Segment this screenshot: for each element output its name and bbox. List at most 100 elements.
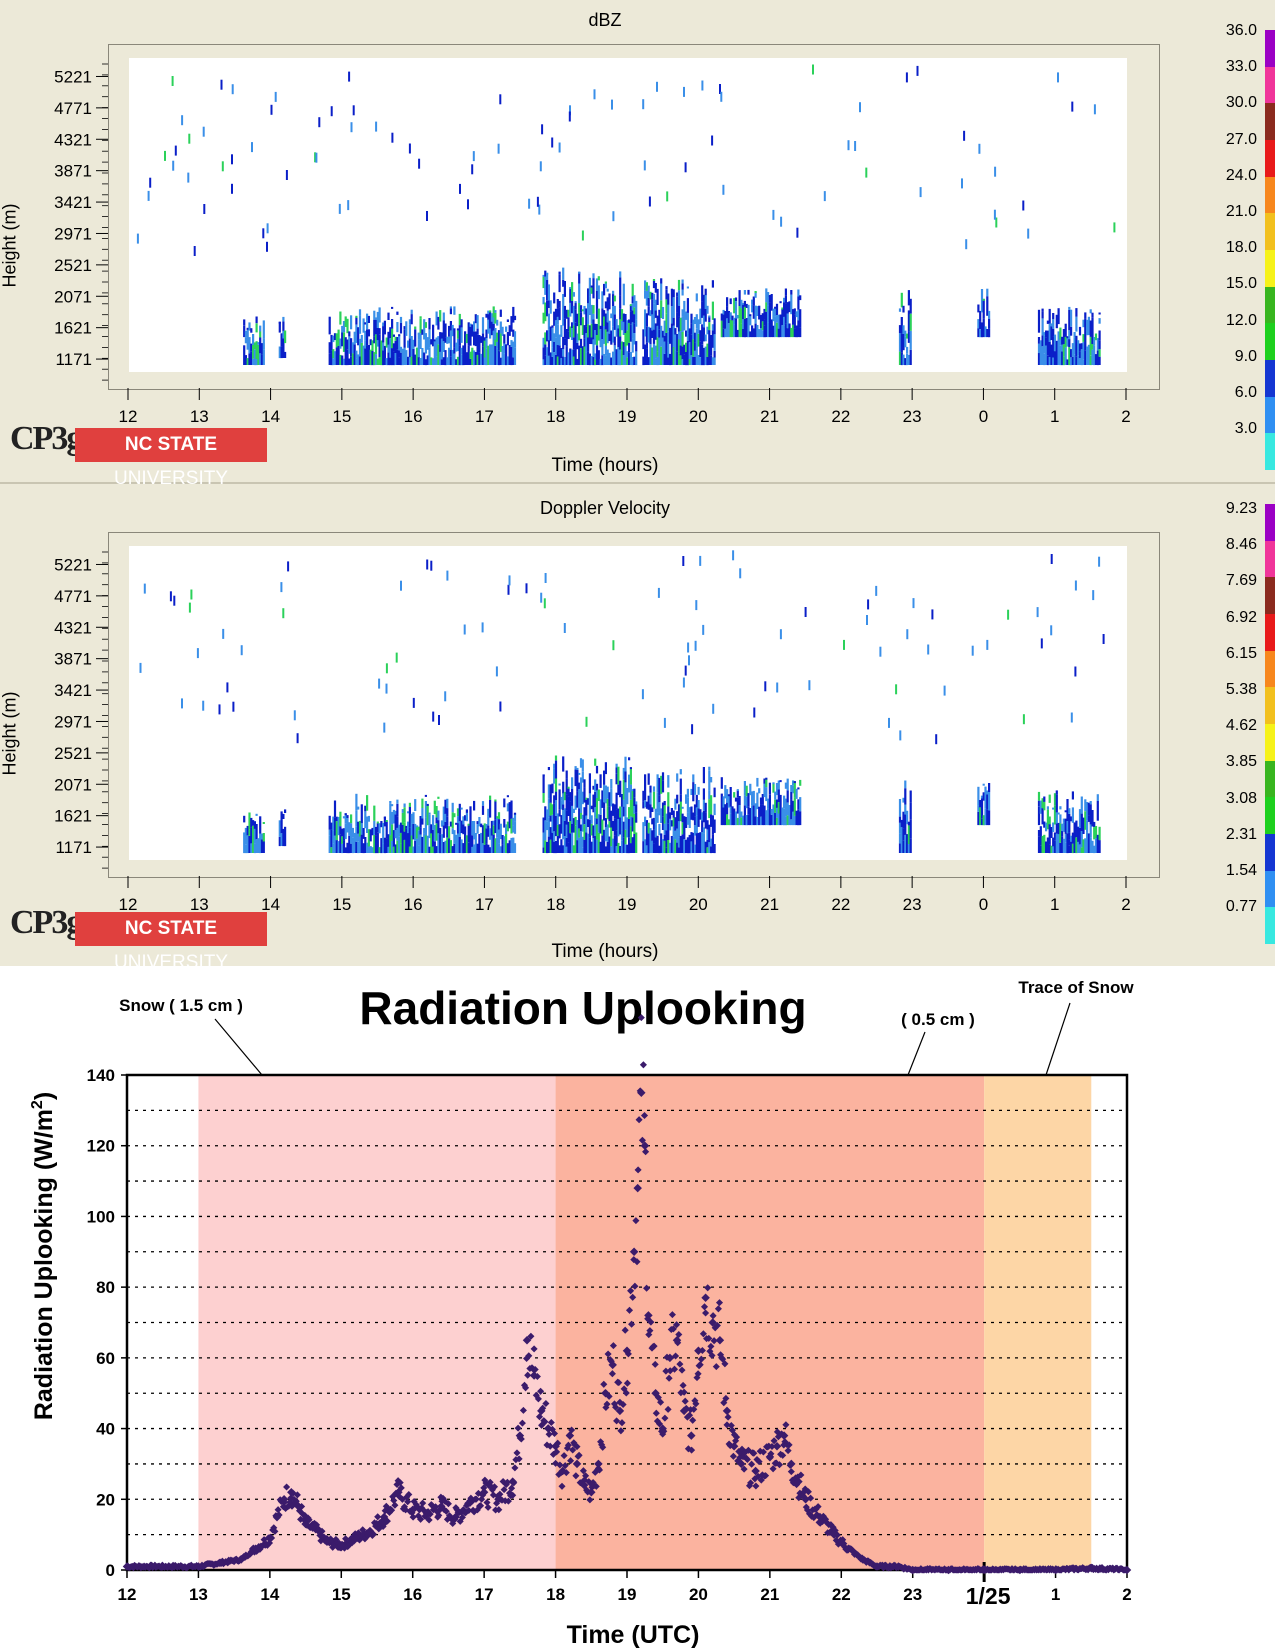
data-point [769, 1465, 777, 1473]
data-point [575, 1451, 583, 1459]
echo-cell [649, 828, 652, 846]
echo-cell [693, 825, 697, 836]
noise-speck [296, 733, 299, 744]
echo-cell [376, 823, 379, 833]
noise-speck [663, 717, 666, 728]
data-point [514, 1424, 522, 1432]
echo-cell [259, 353, 262, 365]
echo-cell [344, 813, 347, 816]
echo-cell [768, 782, 771, 788]
echo-cell [615, 846, 618, 853]
echo-cell [1068, 814, 1071, 833]
x-tick-label: 1 [1050, 407, 1059, 426]
echo-cell [243, 815, 246, 823]
echo-cell [606, 331, 609, 344]
echo-cell [660, 336, 663, 347]
echo-cell [449, 330, 452, 350]
noise-speck [965, 239, 968, 250]
echo-cell [902, 325, 905, 334]
echo-cell [633, 307, 636, 315]
echo-cell [977, 319, 980, 329]
echo-cell [902, 333, 905, 351]
echo-cell [1098, 330, 1101, 341]
echo-cell [661, 780, 665, 793]
noise-speck [220, 79, 223, 90]
echo-cell [686, 286, 689, 289]
echo-cell [1055, 790, 1058, 795]
echo-cell [619, 271, 622, 278]
noise-speck [544, 573, 547, 583]
data-point [784, 1447, 792, 1455]
echo-cell [588, 819, 591, 838]
echo-cell [656, 315, 659, 326]
x-tick-label: 17 [475, 1585, 494, 1604]
echo-cell [633, 834, 636, 853]
noise-speck [867, 599, 870, 610]
echo-cell [743, 795, 746, 806]
dbz-x-axis-label: Time (hours) [551, 455, 659, 476]
data-point-anchor [1051, 1565, 1060, 1575]
echo-cell [792, 800, 795, 812]
echo-cell [563, 305, 566, 319]
echo-cell [622, 285, 625, 306]
echo-cell [686, 313, 689, 334]
echo-cell [1041, 835, 1044, 853]
echo-cell [371, 847, 374, 853]
y-tick-label: 2071 [54, 775, 92, 794]
echo-cell [681, 806, 684, 809]
echo-cell [665, 345, 668, 365]
echo-cell [754, 305, 757, 324]
echo-cell [421, 348, 424, 365]
echo-cell [259, 325, 262, 332]
echo-cell [900, 819, 903, 828]
echo-cell [761, 330, 764, 338]
echo-cell [711, 324, 714, 331]
echo-cell [499, 357, 502, 365]
echo-cell [332, 816, 335, 831]
echo-cell [783, 795, 786, 809]
echo-cell [565, 837, 568, 847]
echo-cell [685, 311, 688, 320]
echo-cell [652, 829, 656, 844]
noise-speck [187, 172, 190, 183]
echo-cell [588, 277, 591, 297]
echo-cell [683, 816, 686, 824]
echo-cell [633, 333, 636, 345]
echo-cell [444, 813, 447, 822]
echo-cell [364, 811, 367, 829]
echo-cell [572, 818, 575, 833]
echo-cell [669, 818, 672, 831]
echo-cell [603, 283, 606, 296]
echo-cell [765, 787, 768, 802]
echo-cell [701, 820, 704, 833]
echo-cell [599, 358, 602, 366]
echo-cell [246, 825, 249, 836]
echo-cell [576, 820, 579, 841]
echo-cell [663, 823, 666, 835]
echo-cell [1078, 351, 1082, 359]
x-tick-label: 2 [1122, 1585, 1131, 1604]
echo-cell [449, 321, 452, 331]
echo-cell [1041, 346, 1044, 365]
echo-cell [658, 309, 661, 330]
echo-cell [654, 299, 657, 311]
echo-cell [654, 323, 657, 340]
echo-cell [743, 805, 746, 826]
echo-cell [672, 289, 675, 298]
echo-cell [620, 320, 624, 331]
echo-cell [729, 813, 732, 826]
echo-cell [246, 835, 249, 854]
echo-cell [693, 332, 697, 343]
echo-cell [980, 795, 984, 799]
echo-cell [1062, 822, 1065, 832]
echo-cell [676, 811, 679, 829]
noise-speck [772, 209, 775, 220]
echo-cell [512, 341, 515, 358]
echo-cell [704, 301, 707, 309]
echo-cell [661, 772, 665, 781]
echo-cell [483, 825, 486, 845]
echo-cell [1045, 337, 1048, 346]
ncsu-rest: UNIVERSITY [113, 468, 229, 489]
echo-cell [674, 798, 677, 810]
data-point-anchor [422, 1509, 432, 1518]
